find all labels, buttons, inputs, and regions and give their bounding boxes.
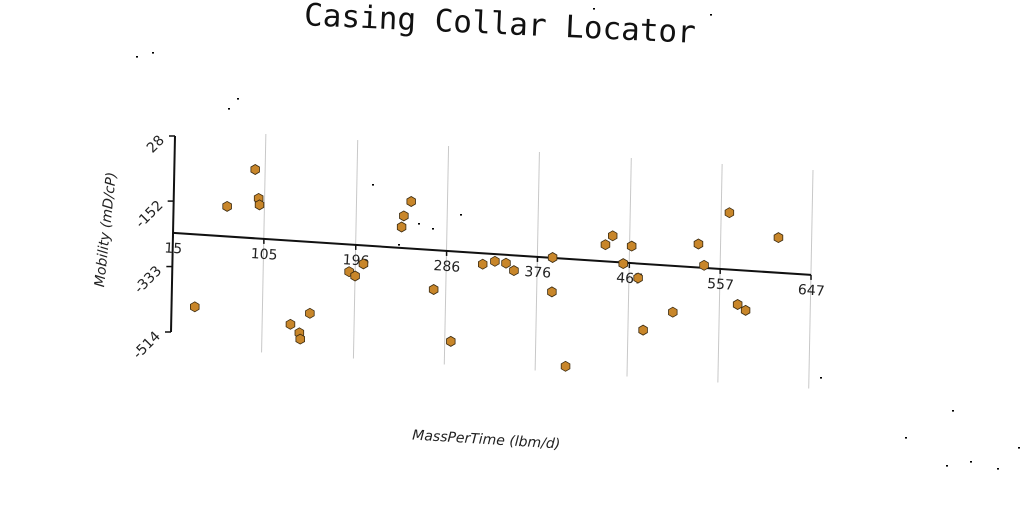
x-axis-label: MassPerTime (lbm/d)	[412, 428, 561, 453]
noise-speck	[372, 184, 374, 186]
noise-speck	[593, 8, 595, 10]
x-tick-label: 557	[707, 276, 735, 294]
data-point[interactable]	[396, 221, 407, 233]
x-tick-label: 286	[433, 258, 461, 276]
y-tick-label: -333	[131, 263, 165, 297]
data-point[interactable]	[250, 164, 260, 175]
data-point[interactable]	[600, 239, 611, 251]
data-point[interactable]	[305, 307, 315, 319]
data-point[interactable]	[560, 360, 571, 372]
data-point[interactable]	[428, 284, 439, 295]
noise-speck	[997, 468, 999, 470]
x-tick-label: 105	[250, 246, 278, 264]
data-point[interactable]	[608, 230, 618, 242]
data-point[interactable]	[399, 210, 409, 222]
data-point[interactable]	[509, 265, 519, 277]
y-tick-label: -152	[133, 198, 167, 232]
noise-speck	[1018, 447, 1020, 449]
noise-speck	[237, 98, 239, 100]
data-point[interactable]	[547, 286, 557, 298]
data-point[interactable]	[446, 335, 456, 347]
data-point[interactable]	[547, 252, 558, 263]
data-point[interactable]	[618, 258, 628, 270]
x-tick-label: 647	[797, 282, 825, 300]
noise-speck	[905, 437, 907, 439]
data-point[interactable]	[358, 258, 369, 270]
noise-speck	[432, 228, 434, 230]
data-point[interactable]	[724, 207, 735, 219]
noise-speck	[952, 410, 954, 412]
data-point[interactable]	[668, 306, 678, 318]
noise-speck	[418, 223, 420, 225]
data-point[interactable]	[254, 199, 265, 211]
data-point[interactable]	[350, 270, 360, 282]
y-tick-label: -514	[130, 328, 164, 362]
noise-speck	[136, 56, 138, 58]
y-tick-label: 28	[144, 133, 168, 157]
data-point[interactable]	[773, 232, 784, 244]
y-axis-label: Mobility (mD/cP)	[92, 171, 120, 288]
data-point[interactable]	[626, 240, 637, 252]
data-point[interactable]	[638, 324, 648, 336]
noise-speck	[398, 244, 400, 246]
data-point[interactable]	[732, 299, 743, 310]
data-point[interactable]	[490, 255, 500, 267]
noise-speck	[946, 465, 948, 467]
x-tick-label: 376	[524, 264, 552, 282]
noise-speck	[460, 214, 462, 216]
noise-speck	[152, 52, 154, 54]
data-point[interactable]	[190, 301, 200, 313]
data-point[interactable]	[478, 258, 488, 270]
data-point[interactable]	[222, 200, 232, 212]
data-point[interactable]	[285, 318, 296, 330]
noise-speck	[970, 461, 972, 463]
data-point[interactable]	[295, 333, 305, 345]
noise-speck	[710, 14, 712, 16]
data-point[interactable]	[633, 272, 643, 284]
data-point[interactable]	[699, 259, 709, 271]
noise-speck	[820, 377, 822, 379]
noise-speck	[228, 108, 230, 110]
data-point[interactable]	[406, 196, 416, 207]
data-point[interactable]	[693, 238, 704, 250]
data-point[interactable]	[501, 257, 511, 269]
x-tick-label: 15	[164, 240, 183, 257]
data-point[interactable]	[740, 304, 751, 316]
